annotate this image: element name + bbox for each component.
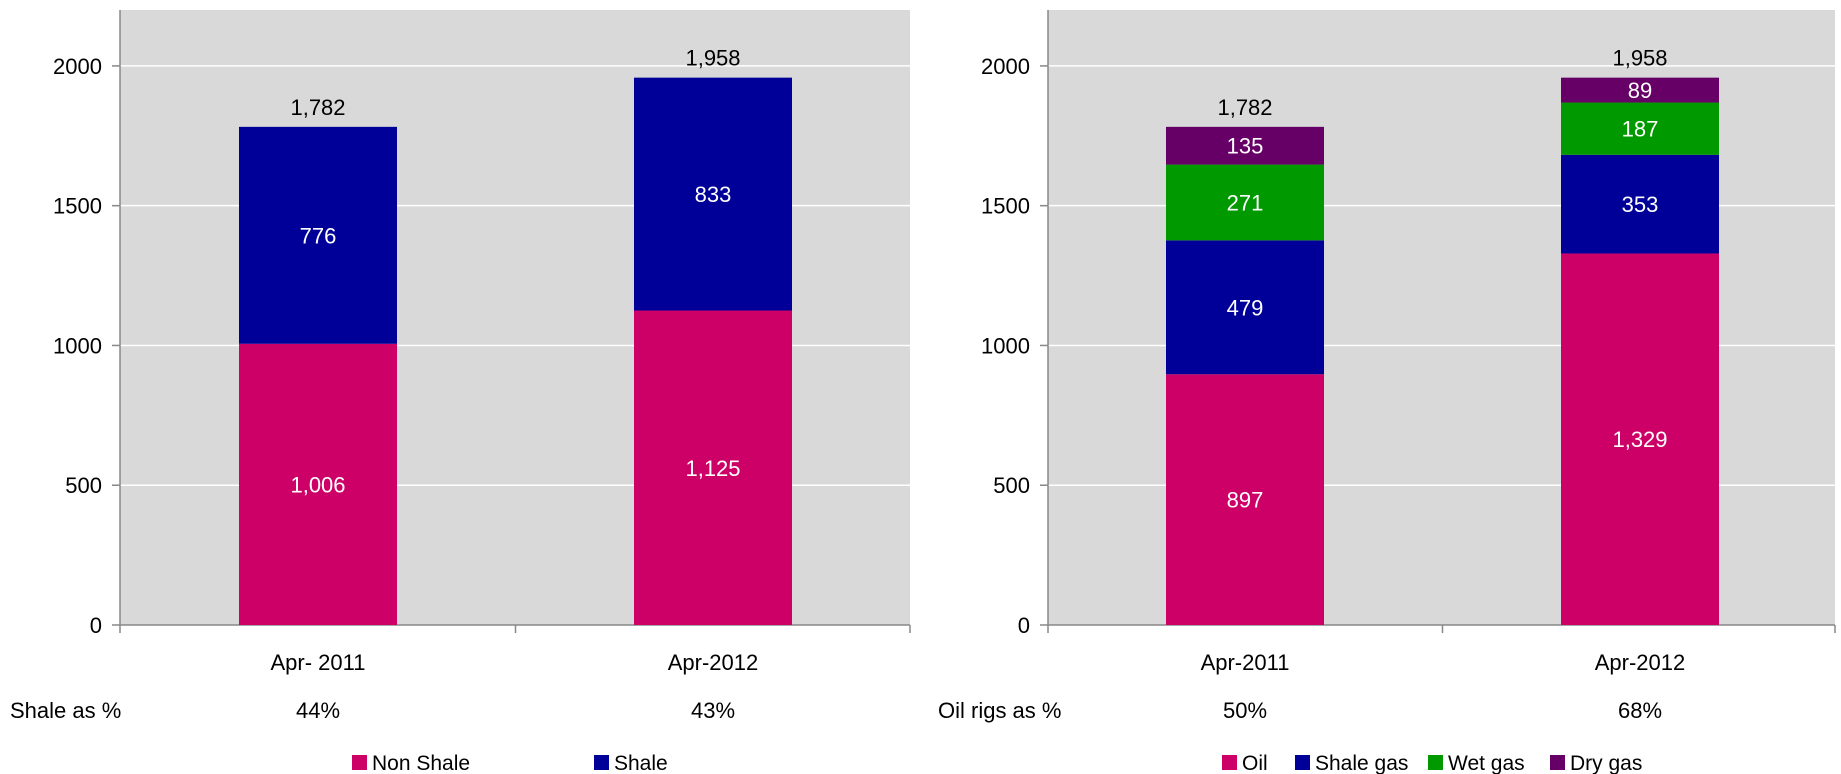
bar-wet-gas — [1166, 164, 1324, 241]
percent-value: 44% — [296, 698, 340, 723]
data-label: 271 — [1227, 190, 1264, 215]
y-tick-label: 1000 — [981, 333, 1030, 358]
total-label: 1,958 — [1612, 46, 1667, 71]
bar-oil — [1166, 374, 1324, 625]
data-label: 1,125 — [685, 456, 740, 481]
percent-value: 43% — [691, 698, 735, 723]
y-tick-label: 500 — [65, 473, 102, 498]
percent-value: 50% — [1223, 698, 1267, 723]
bar-shale-gas — [1561, 154, 1719, 254]
bar-wet-gas — [1561, 102, 1719, 155]
y-tick-label: 1500 — [981, 194, 1030, 219]
legend-label: Non Shale — [372, 752, 470, 774]
bar-dry-gas — [1561, 77, 1719, 103]
bar-oil — [1561, 253, 1719, 626]
legend: Non Shale Shale — [352, 752, 668, 774]
bar-shale — [634, 77, 792, 311]
y-tick-label: 1000 — [53, 333, 102, 358]
percent-row-label: Oil rigs as % — [938, 698, 1061, 723]
legend-label: Shale gas — [1315, 752, 1408, 774]
y-tick-label: 2000 — [981, 54, 1030, 79]
y-tick-label: 0 — [1018, 613, 1030, 638]
data-label: 89 — [1628, 78, 1652, 103]
data-label: 353 — [1622, 192, 1659, 217]
data-label: 479 — [1227, 295, 1264, 320]
legend-label: Dry gas — [1570, 752, 1642, 774]
total-label: 1,782 — [290, 95, 345, 120]
percent-row-label: Shale as % — [10, 698, 121, 723]
bar-dry-gas — [1166, 126, 1324, 165]
y-tick-label: 2000 — [53, 54, 102, 79]
legend-swatch — [1295, 755, 1310, 770]
data-label: 833 — [695, 182, 732, 207]
legend-swatch — [1550, 755, 1565, 770]
y-tick-label: 1500 — [53, 194, 102, 219]
data-label: 1,006 — [290, 472, 345, 497]
total-label: 1,782 — [1217, 95, 1272, 120]
y-tick-label: 0 — [90, 613, 102, 638]
bar-non-shale — [239, 343, 397, 625]
data-label: 897 — [1227, 488, 1264, 513]
total-label: 1,958 — [685, 46, 740, 71]
legend-swatch — [352, 755, 367, 770]
legend-label: Oil — [1242, 752, 1268, 774]
chart-panel-2: 0 500 1000 1500 2000 897 479 271 135 1,782 Apr-201… — [938, 10, 1836, 774]
data-label: 1,329 — [1612, 427, 1667, 452]
data-label: 187 — [1622, 117, 1659, 142]
x-tick-label: Apr-2011 — [1201, 650, 1290, 675]
x-tick-label: Apr- 2011 — [271, 650, 366, 675]
legend-swatch — [1428, 755, 1443, 770]
y-tick-label: 500 — [993, 473, 1030, 498]
data-label: 135 — [1227, 134, 1264, 159]
legend-swatch — [1222, 755, 1237, 770]
legend-label: Shale — [614, 752, 668, 774]
data-label: 776 — [300, 223, 337, 248]
chart-panel-1: 0 500 1000 1500 2000 1,006 776 1,782 Apr- 2011 44… — [10, 10, 911, 774]
legend: Oil Shale gas Wet gas Dry gas — [1222, 752, 1642, 774]
legend-swatch — [594, 755, 609, 770]
x-tick-label: Apr-2012 — [1595, 650, 1686, 675]
percent-value: 68% — [1618, 698, 1662, 723]
bar-shale — [239, 126, 397, 344]
bar-shale-gas — [1166, 240, 1324, 375]
legend-label: Wet gas — [1448, 752, 1525, 774]
bar-non-shale — [634, 310, 792, 625]
x-tick-label: Apr-2012 — [668, 650, 759, 675]
